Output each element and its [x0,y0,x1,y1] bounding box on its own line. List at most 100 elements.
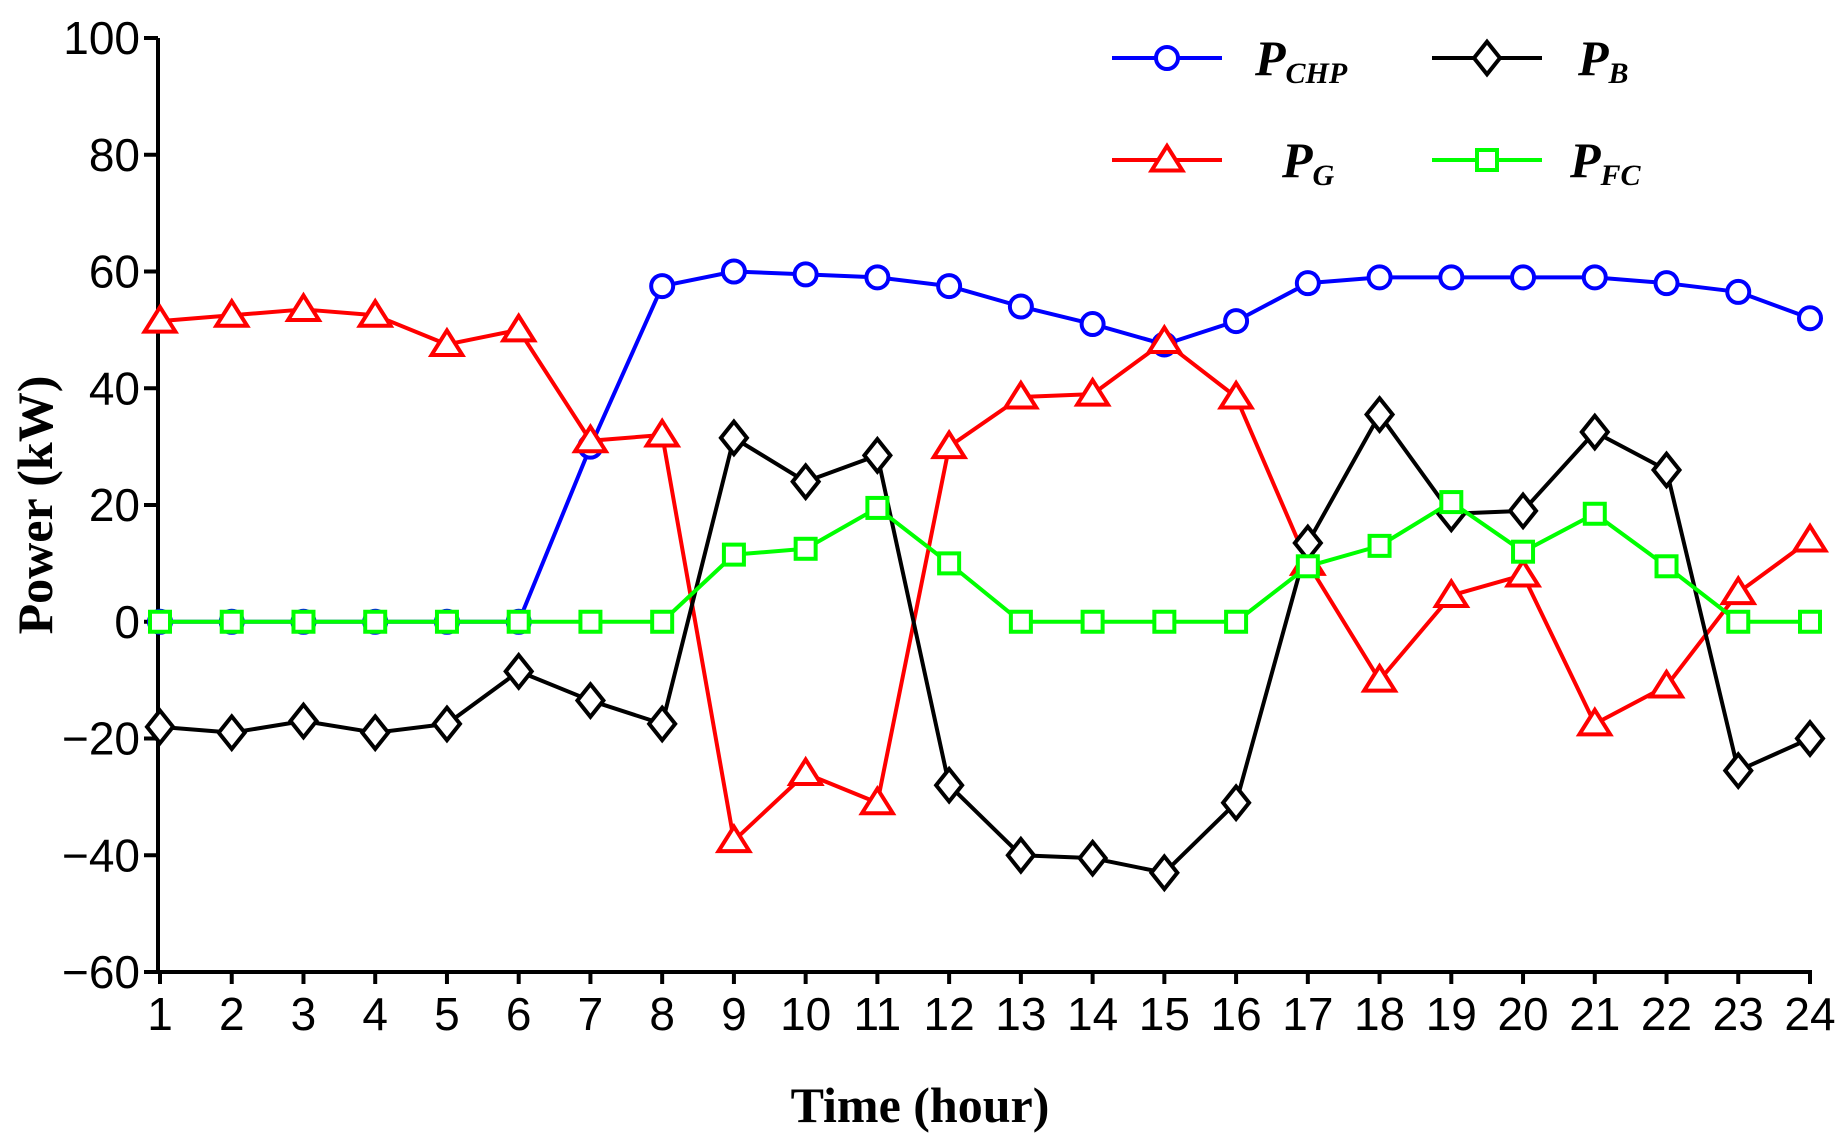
data-point-PB [144,707,176,747]
data-point-PCHP [720,258,747,285]
x-tick-label: 23 [1713,988,1764,1040]
data-point-PB [718,418,750,458]
legend-item-PFC: PFC [1432,132,1642,192]
y-tick-label: −40 [62,829,140,881]
legend-label: PG [1281,132,1335,192]
legend-item-PCHP: PCHP [1112,30,1348,90]
data-point-PG [1719,574,1758,606]
x-tick-label: 12 [924,988,975,1040]
series-line-PFC [160,500,1810,624]
data-point-PB [1148,853,1180,893]
data-point-PB [287,701,320,741]
data-point-PG [499,312,538,343]
data-point-PG [571,423,610,454]
x-tick-label: 22 [1641,988,1692,1040]
data-point-PG [714,822,753,854]
data-point-PFC [1295,554,1320,579]
legend-marker [1471,38,1503,78]
data-point-PFC [1511,539,1536,564]
data-point-PCHP [1007,293,1034,320]
y-tick-label: 40 [89,362,140,414]
data-point-PCHP [1797,305,1823,332]
data-point-PB [933,765,965,805]
data-point-PG [140,303,180,334]
y-tick-label: 100 [63,12,140,64]
data-point-PFC [650,609,675,634]
data-point-PCHP [1438,264,1465,291]
y-tick-label: 20 [89,479,140,531]
data-point-PB [503,651,535,691]
data-point-PFC [721,542,746,567]
data-point-PG [1073,376,1112,407]
legend-label-subscript: FC [1600,159,1642,192]
data-point-PB [1722,751,1754,791]
x-tick-label: 5 [434,988,460,1040]
data-point-PFC [793,536,818,561]
legend-item-PB: PB [1432,30,1629,90]
data-point-PG [858,784,897,816]
x-tick-label: 8 [649,988,675,1040]
data-point-PFC [1224,609,1249,634]
data-point-PCHP [792,261,819,288]
x-tick-label: 19 [1426,988,1477,1040]
data-point-PB [1077,838,1109,878]
x-tick-label: 20 [1497,988,1548,1040]
data-point-PB [574,681,606,721]
y-tick-label: 80 [89,129,140,181]
x-tick-label: 13 [995,988,1046,1040]
data-point-PFC [1080,609,1105,634]
x-tick-label: 2 [219,988,245,1040]
legend-item-PG: PG [1112,132,1335,192]
y-tick-label: −60 [62,946,140,998]
x-tick-label: 14 [1067,988,1118,1040]
data-point-PFC [1367,533,1392,558]
data-point-PCHP [864,264,891,291]
data-point-PCHP [1294,270,1321,297]
series-PG [140,291,1830,854]
legend-label: PCHP [1254,30,1348,90]
data-point-PG [1790,522,1830,553]
data-point-PB [359,713,391,753]
data-point-PG [356,297,395,328]
x-tick-label: 10 [780,988,831,1040]
data-point-PB [1005,835,1037,875]
series-PB [144,395,1826,893]
data-point-PG [1145,323,1184,355]
series-line-PG [159,307,1812,843]
data-point-PFC [1798,609,1822,634]
data-point-PG [930,428,969,460]
data-point-PCHP [1223,308,1250,335]
x-tick-label: 24 [1784,988,1835,1040]
data-point-PB [1220,783,1252,823]
series-line-PB [159,412,1811,875]
data-point-PCHP [1510,264,1537,291]
data-point-PFC [865,495,890,520]
legend-marker [1154,45,1180,71]
data-point-PG [1217,379,1256,410]
y-axis-title: Power (kW) [7,376,63,635]
data-point-PG [427,326,466,357]
data-point-PFC [1726,609,1751,634]
data-point-PFC [219,609,244,634]
x-tick-label: 6 [506,988,532,1040]
x-tick-label: 11 [854,988,902,1040]
legend-marker [1475,148,1499,172]
data-point-PFC [291,609,316,634]
x-tick-label: 7 [578,988,604,1040]
data-point-PB [1794,719,1826,758]
legend-label: PFC [1569,132,1642,192]
data-point-PFC [148,609,172,634]
legend-marker [1147,142,1187,173]
y-tick-label: 0 [114,596,140,648]
series-PFC [148,490,1822,634]
x-tick-label: 21 [1569,988,1620,1040]
data-point-PG [1360,662,1399,693]
legend: PCHP PB PG PFC [1112,30,1642,192]
x-axis-title: Time (hour) [791,1077,1050,1133]
data-point-PG [786,755,825,787]
x-tick-label: 15 [1139,988,1190,1040]
x-tick-label: 9 [721,988,747,1040]
series-PCHP [147,258,1823,635]
